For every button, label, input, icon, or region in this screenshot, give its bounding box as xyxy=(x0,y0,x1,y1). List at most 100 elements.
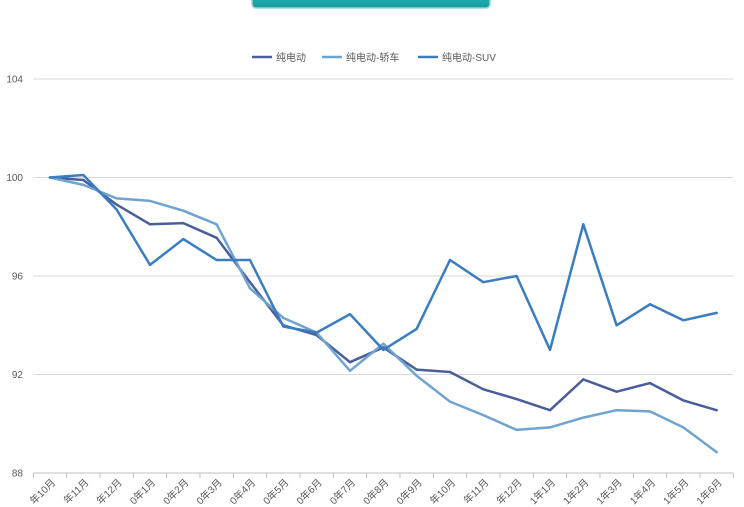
data-point-bev-sedan[interactable] xyxy=(482,413,485,417)
legend-label-bev-sedan: 纯电动-轿车 xyxy=(346,51,399,64)
data-point-bev[interactable] xyxy=(448,370,452,374)
data-point-bev-suv[interactable] xyxy=(82,173,85,177)
data-point-bev[interactable] xyxy=(582,378,585,381)
data-point-bev-sedan[interactable] xyxy=(248,287,252,290)
title-banner xyxy=(251,0,491,9)
data-point-bev[interactable] xyxy=(215,236,218,240)
x-tick-label: 1年2月 xyxy=(560,476,591,507)
x-tick-label: 0年3月 xyxy=(194,476,225,507)
data-point-bev-suv[interactable] xyxy=(148,263,152,267)
y-tick-label: 100 xyxy=(6,173,23,184)
legend-item-bev-sedan[interactable]: 纯电动-轿车 xyxy=(322,51,399,64)
x-tick-label: 0年5月 xyxy=(260,476,291,507)
x-tick-label: 0年2月 xyxy=(160,476,191,507)
x-tick-label: 0年8月 xyxy=(360,476,391,507)
data-point-bev[interactable] xyxy=(148,223,152,226)
data-point-bev[interactable] xyxy=(115,203,118,206)
data-point-bev-sedan[interactable] xyxy=(382,342,385,345)
data-point-bev-suv[interactable] xyxy=(215,258,218,262)
data-point-bev-suv[interactable] xyxy=(615,324,618,327)
data-point-bev-sedan[interactable] xyxy=(648,410,652,413)
data-point-bev-sedan[interactable] xyxy=(215,223,218,226)
data-point-bev-sedan[interactable] xyxy=(415,374,418,377)
data-point-bev-sedan[interactable] xyxy=(682,426,685,429)
data-point-bev-sedan[interactable] xyxy=(148,199,152,203)
data-point-bev-suv[interactable] xyxy=(415,327,418,331)
x-tick-label: 年12月 xyxy=(94,476,125,507)
data-point-bev-suv[interactable] xyxy=(48,176,52,179)
data-point-bev-sedan[interactable] xyxy=(182,209,185,212)
data-point-bev[interactable] xyxy=(482,388,485,391)
x-tick-label: 年11月 xyxy=(461,476,492,507)
data-point-bev-sedan[interactable] xyxy=(715,450,718,454)
legend-item-bev-suv[interactable]: 纯电动-SUV xyxy=(418,51,496,64)
data-point-bev[interactable] xyxy=(682,399,685,402)
data-point-bev-suv[interactable] xyxy=(382,348,385,352)
x-tick-label: 0年1月 xyxy=(127,476,158,507)
series-bev xyxy=(48,176,718,412)
data-point-bev-suv[interactable] xyxy=(282,325,285,328)
x-tick-label: 年10月 xyxy=(27,476,58,507)
gridlines xyxy=(33,78,734,474)
data-point-bev[interactable] xyxy=(548,409,552,412)
data-point-bev[interactable] xyxy=(615,390,618,393)
x-tick-label: 0年7月 xyxy=(327,476,358,507)
series-bev-suv xyxy=(48,173,718,352)
x-tick-label: 1年6月 xyxy=(694,476,725,507)
data-point-bev-suv[interactable] xyxy=(248,258,252,262)
data-point-bev-suv[interactable] xyxy=(482,280,485,284)
data-point-bev-suv[interactable] xyxy=(582,223,585,226)
x-tick-label: 年11月 xyxy=(61,476,92,507)
data-point-bev-sedan[interactable] xyxy=(448,400,452,403)
y-tick-label: 104 xyxy=(6,75,23,86)
data-point-bev-suv[interactable] xyxy=(682,319,685,322)
data-point-bev-suv[interactable] xyxy=(182,237,185,241)
series-lines xyxy=(48,173,718,454)
data-point-bev[interactable] xyxy=(348,360,352,364)
data-point-bev[interactable] xyxy=(82,178,85,182)
data-point-bev-sedan[interactable] xyxy=(282,316,285,320)
data-point-bev-suv[interactable] xyxy=(348,312,352,316)
y-axis-tick-labels: 104 100 96 92 88 xyxy=(6,75,23,480)
x-tick-label: 年12月 xyxy=(494,476,525,507)
data-point-bev-sedan[interactable] xyxy=(615,409,618,412)
x-tick-label: 1年5月 xyxy=(660,476,691,507)
y-tick-label: 88 xyxy=(12,469,24,480)
data-point-bev[interactable] xyxy=(515,397,518,401)
data-point-bev-sedan[interactable] xyxy=(548,426,552,429)
data-point-bev-sedan[interactable] xyxy=(348,369,352,373)
x-tick-label: 0年9月 xyxy=(394,476,425,507)
data-point-bev-suv[interactable] xyxy=(548,348,552,352)
data-point-bev-suv[interactable] xyxy=(315,331,318,334)
data-point-bev-suv[interactable] xyxy=(515,274,518,278)
series-line-bev[interactable] xyxy=(48,176,718,412)
data-point-bev[interactable] xyxy=(715,409,718,412)
x-tick-label: 1年4月 xyxy=(627,476,658,507)
x-tick-label: 1年3月 xyxy=(594,476,625,507)
data-point-bev-suv[interactable] xyxy=(648,303,652,306)
legend-label-bev-suv: 纯电动-SUV xyxy=(442,51,496,64)
data-point-bev-sedan[interactable] xyxy=(582,416,585,419)
data-point-bev-sedan[interactable] xyxy=(515,428,518,432)
data-point-bev[interactable] xyxy=(415,368,418,371)
x-tick-label: 年10月 xyxy=(427,476,458,507)
data-point-bev[interactable] xyxy=(182,221,185,225)
data-point-bev-suv[interactable] xyxy=(448,258,452,262)
data-point-bev-suv[interactable] xyxy=(715,311,718,315)
data-point-bev[interactable] xyxy=(248,280,252,284)
x-tick-label: 0年4月 xyxy=(227,476,258,507)
data-point-bev-suv[interactable] xyxy=(115,208,118,211)
data-point-bev-sedan[interactable] xyxy=(115,197,118,200)
y-tick-label: 92 xyxy=(12,370,24,381)
x-tick-label: 1年1月 xyxy=(527,476,558,507)
legend: 纯电动 纯电动-轿车 纯电动-SUV xyxy=(252,51,496,64)
x-axis: 年10月 年11月 年12月 0年1月 0年2月 0年3月 0年4月 0年5月 0年6月 0年7月… xyxy=(27,472,734,507)
series-bev-sedan xyxy=(48,176,718,454)
data-point-bev[interactable] xyxy=(648,381,652,385)
x-tick-label: 0年6月 xyxy=(294,476,325,507)
data-point-bev-sedan[interactable] xyxy=(82,183,85,187)
legend-item-bev[interactable]: 纯电动 xyxy=(252,51,306,64)
legend-label-bev: 纯电动 xyxy=(276,51,306,64)
y-tick-label: 96 xyxy=(12,272,24,283)
